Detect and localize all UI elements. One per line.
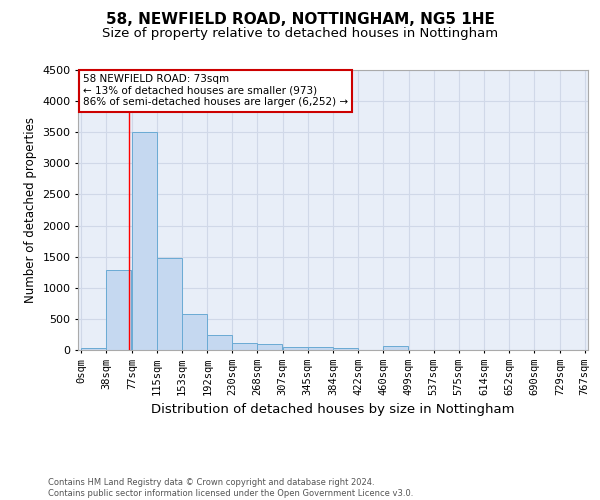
Bar	[82, 348, 106, 350]
Bar	[383, 346, 408, 350]
Bar	[334, 348, 358, 350]
Bar	[132, 132, 157, 350]
Bar	[106, 270, 131, 350]
Text: Size of property relative to detached houses in Nottingham: Size of property relative to detached ho…	[102, 28, 498, 40]
Text: Contains HM Land Registry data © Crown copyright and database right 2024.
Contai: Contains HM Land Registry data © Crown c…	[48, 478, 413, 498]
Bar	[157, 258, 182, 350]
Bar	[283, 346, 308, 350]
Y-axis label: Number of detached properties: Number of detached properties	[23, 117, 37, 303]
Bar	[182, 314, 206, 350]
X-axis label: Distribution of detached houses by size in Nottingham: Distribution of detached houses by size …	[151, 404, 515, 416]
Bar	[257, 344, 282, 350]
Text: 58, NEWFIELD ROAD, NOTTINGHAM, NG5 1HE: 58, NEWFIELD ROAD, NOTTINGHAM, NG5 1HE	[106, 12, 494, 28]
Bar	[232, 342, 257, 350]
Text: 58 NEWFIELD ROAD: 73sqm
← 13% of detached houses are smaller (973)
86% of semi-d: 58 NEWFIELD ROAD: 73sqm ← 13% of detache…	[83, 74, 348, 108]
Bar	[208, 335, 232, 350]
Bar	[308, 347, 332, 350]
